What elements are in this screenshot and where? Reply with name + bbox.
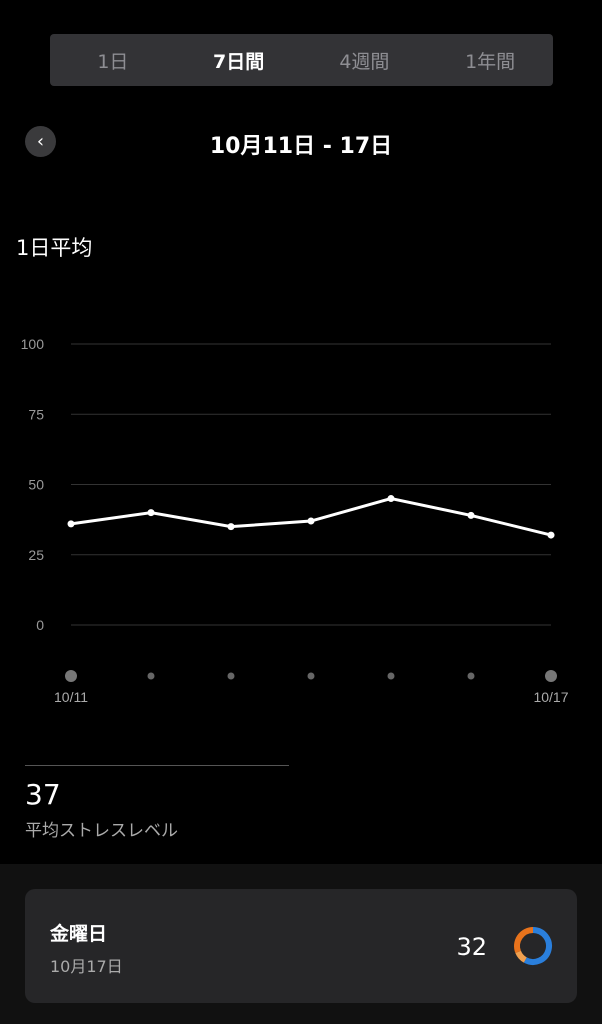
y-tick-label: 75 <box>28 406 44 422</box>
data-point <box>227 523 235 531</box>
x-axis-dot <box>65 670 77 682</box>
x-axis-dot <box>545 670 557 682</box>
date-range-title: 10月11日 - 17日 <box>209 134 393 159</box>
day-date: 10月17日 <box>50 957 123 976</box>
stress-line-chart: 100 75 50 25 0 10/11 10/17 <box>21 336 569 705</box>
data-point <box>67 520 75 528</box>
x-axis-dot <box>307 672 315 680</box>
stress-donut-icon <box>514 927 552 965</box>
chevron-left-icon: ‹ <box>36 131 45 152</box>
day-card[interactable]: 金曜日 10月17日 32 <box>25 889 577 1003</box>
day-name: 金曜日 <box>50 923 108 945</box>
tab-4-weeks[interactable]: 4週間 <box>339 50 390 73</box>
data-point <box>307 517 315 525</box>
tab-1-year[interactable]: 1年間 <box>465 50 516 73</box>
section-title: 1日平均 <box>16 236 93 260</box>
average-value: 37 <box>25 778 61 811</box>
tab-7-days[interactable]: 7日間 <box>213 50 265 73</box>
y-tick-label: 100 <box>21 336 45 352</box>
back-button[interactable]: ‹ <box>25 126 56 157</box>
x-axis-dot <box>227 672 235 680</box>
donut-segment <box>523 927 552 965</box>
donut-segment <box>514 927 534 953</box>
x-axis-dot <box>467 672 475 680</box>
divider <box>25 765 289 766</box>
y-tick-label: 50 <box>28 477 44 493</box>
x-tick-label: 10/17 <box>533 689 568 705</box>
series-line <box>70 497 552 537</box>
x-axis-dot <box>147 672 155 680</box>
day-score: 32 <box>456 933 487 961</box>
data-point <box>547 531 555 539</box>
y-tick-label: 0 <box>36 617 44 633</box>
period-segmented-control: 1日 7日間 4週間 1年間 <box>50 34 553 86</box>
data-point <box>467 511 475 519</box>
y-tick-label: 25 <box>28 547 44 563</box>
data-point <box>147 509 155 517</box>
tab-1-day[interactable]: 1日 <box>97 50 129 73</box>
x-tick-label: 10/11 <box>54 689 88 705</box>
donut-segment <box>515 950 527 963</box>
x-axis-dot <box>387 672 395 680</box>
average-label: 平均ストレスレベル <box>25 821 178 841</box>
data-point <box>387 495 395 503</box>
